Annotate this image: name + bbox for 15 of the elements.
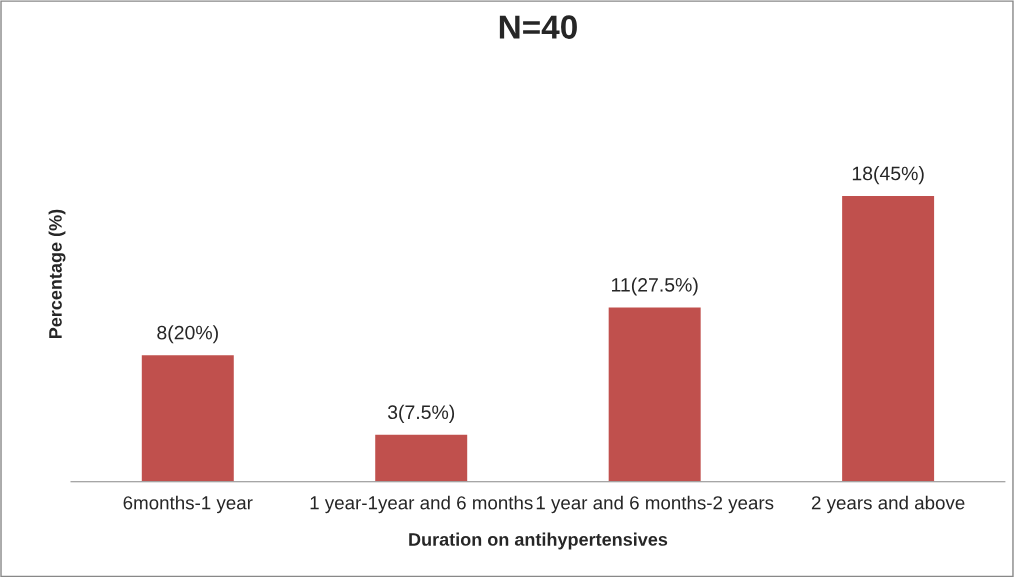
- bar: [840, 194, 936, 482]
- bar: [607, 306, 703, 482]
- x-tick-label: 1 year and 6 months-2 years: [536, 495, 774, 514]
- x-tick-label: 1 year-1year and 6 months: [310, 495, 533, 514]
- data-label: 8(20%): [157, 325, 218, 344]
- x-tick-label: 2 years and above: [811, 495, 965, 514]
- chart-title: N=40: [499, 15, 577, 39]
- data-label: 3(7.5%): [387, 404, 455, 423]
- x-axis-title: Duration on antihypertensives: [409, 532, 668, 550]
- x-tick-label: 6months-1 year: [123, 495, 253, 514]
- bar: [140, 353, 236, 482]
- bar: [373, 433, 469, 482]
- data-label: 11(27.5%): [612, 277, 698, 296]
- data-label: 18(45%): [852, 166, 924, 185]
- y-axis-title: Percentage (%): [48, 209, 66, 339]
